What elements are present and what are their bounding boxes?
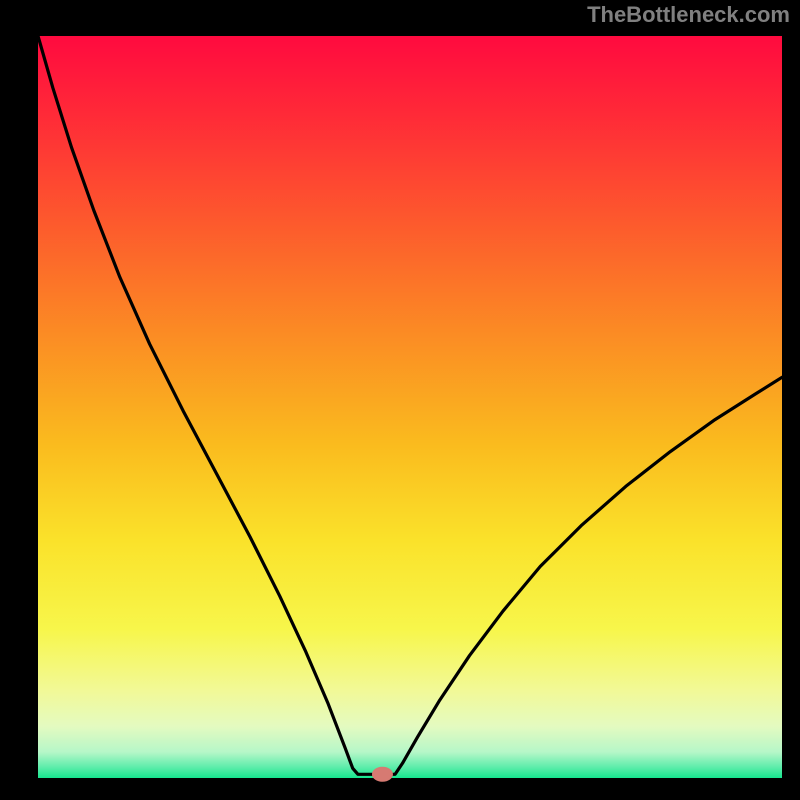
chart-container: TheBottleneck.com <box>0 0 800 800</box>
bottleneck-chart <box>0 0 800 800</box>
plot-background <box>38 36 782 778</box>
optimal-point-marker <box>372 767 392 781</box>
